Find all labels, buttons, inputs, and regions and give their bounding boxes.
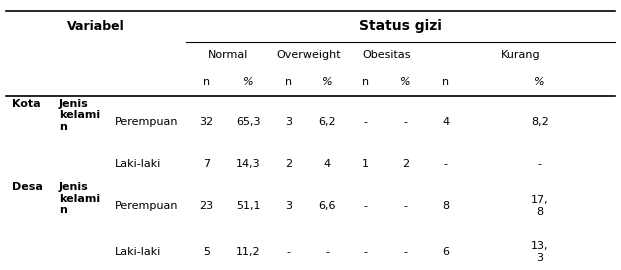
Text: 7: 7	[203, 159, 210, 169]
Text: 51,1: 51,1	[236, 201, 261, 211]
Text: -: -	[404, 117, 407, 127]
Text: -: -	[404, 247, 407, 257]
Text: 4: 4	[442, 117, 450, 127]
Text: 1: 1	[361, 159, 369, 169]
Text: Status gizi: Status gizi	[359, 19, 442, 33]
Text: 65,3: 65,3	[236, 117, 261, 127]
Text: 32: 32	[199, 117, 214, 127]
Text: Jenis
kelami
n: Jenis kelami n	[59, 182, 100, 215]
Text: Jenis
kelami
n: Jenis kelami n	[59, 99, 100, 132]
Text: -: -	[363, 201, 367, 211]
Text: n: n	[361, 77, 369, 87]
Text: -: -	[287, 247, 291, 257]
Text: 23: 23	[199, 201, 214, 211]
Text: 6,6: 6,6	[318, 201, 336, 211]
Text: 8,2: 8,2	[531, 117, 548, 127]
Text: n: n	[203, 77, 210, 87]
Text: Laki-laki: Laki-laki	[115, 159, 161, 169]
Text: 3: 3	[285, 117, 292, 127]
Text: 13,
3: 13, 3	[531, 241, 548, 262]
Text: %: %	[243, 77, 254, 87]
Text: Normal: Normal	[208, 50, 248, 60]
Text: -: -	[538, 159, 542, 169]
Text: -: -	[325, 247, 329, 257]
Text: Perempuan: Perempuan	[115, 117, 178, 127]
Text: Obesitas: Obesitas	[363, 50, 411, 60]
Text: 11,2: 11,2	[236, 247, 261, 257]
Text: 14,3: 14,3	[236, 159, 261, 169]
Text: %: %	[322, 77, 332, 87]
Text: 2: 2	[402, 159, 409, 169]
Text: Desa: Desa	[12, 182, 43, 192]
Text: 2: 2	[285, 159, 292, 169]
Text: -: -	[363, 247, 367, 257]
Text: 6: 6	[442, 247, 450, 257]
Text: Laki-laki: Laki-laki	[115, 247, 161, 257]
Text: %: %	[534, 77, 545, 87]
Text: -: -	[363, 117, 367, 127]
Text: Kota: Kota	[12, 99, 41, 109]
Text: %: %	[400, 77, 411, 87]
Text: n: n	[285, 77, 292, 87]
Text: Perempuan: Perempuan	[115, 201, 178, 211]
Text: 3: 3	[285, 201, 292, 211]
Text: Overweight: Overweight	[276, 50, 341, 60]
Text: 5: 5	[203, 247, 210, 257]
Text: Variabel: Variabel	[68, 20, 125, 33]
Text: n: n	[442, 77, 450, 87]
Text: -: -	[444, 159, 448, 169]
Text: 6,2: 6,2	[318, 117, 336, 127]
Text: -: -	[404, 201, 407, 211]
Text: 17,
8: 17, 8	[531, 195, 548, 217]
Text: Kurang: Kurang	[501, 50, 541, 60]
Text: 4: 4	[324, 159, 330, 169]
Text: 8: 8	[442, 201, 450, 211]
